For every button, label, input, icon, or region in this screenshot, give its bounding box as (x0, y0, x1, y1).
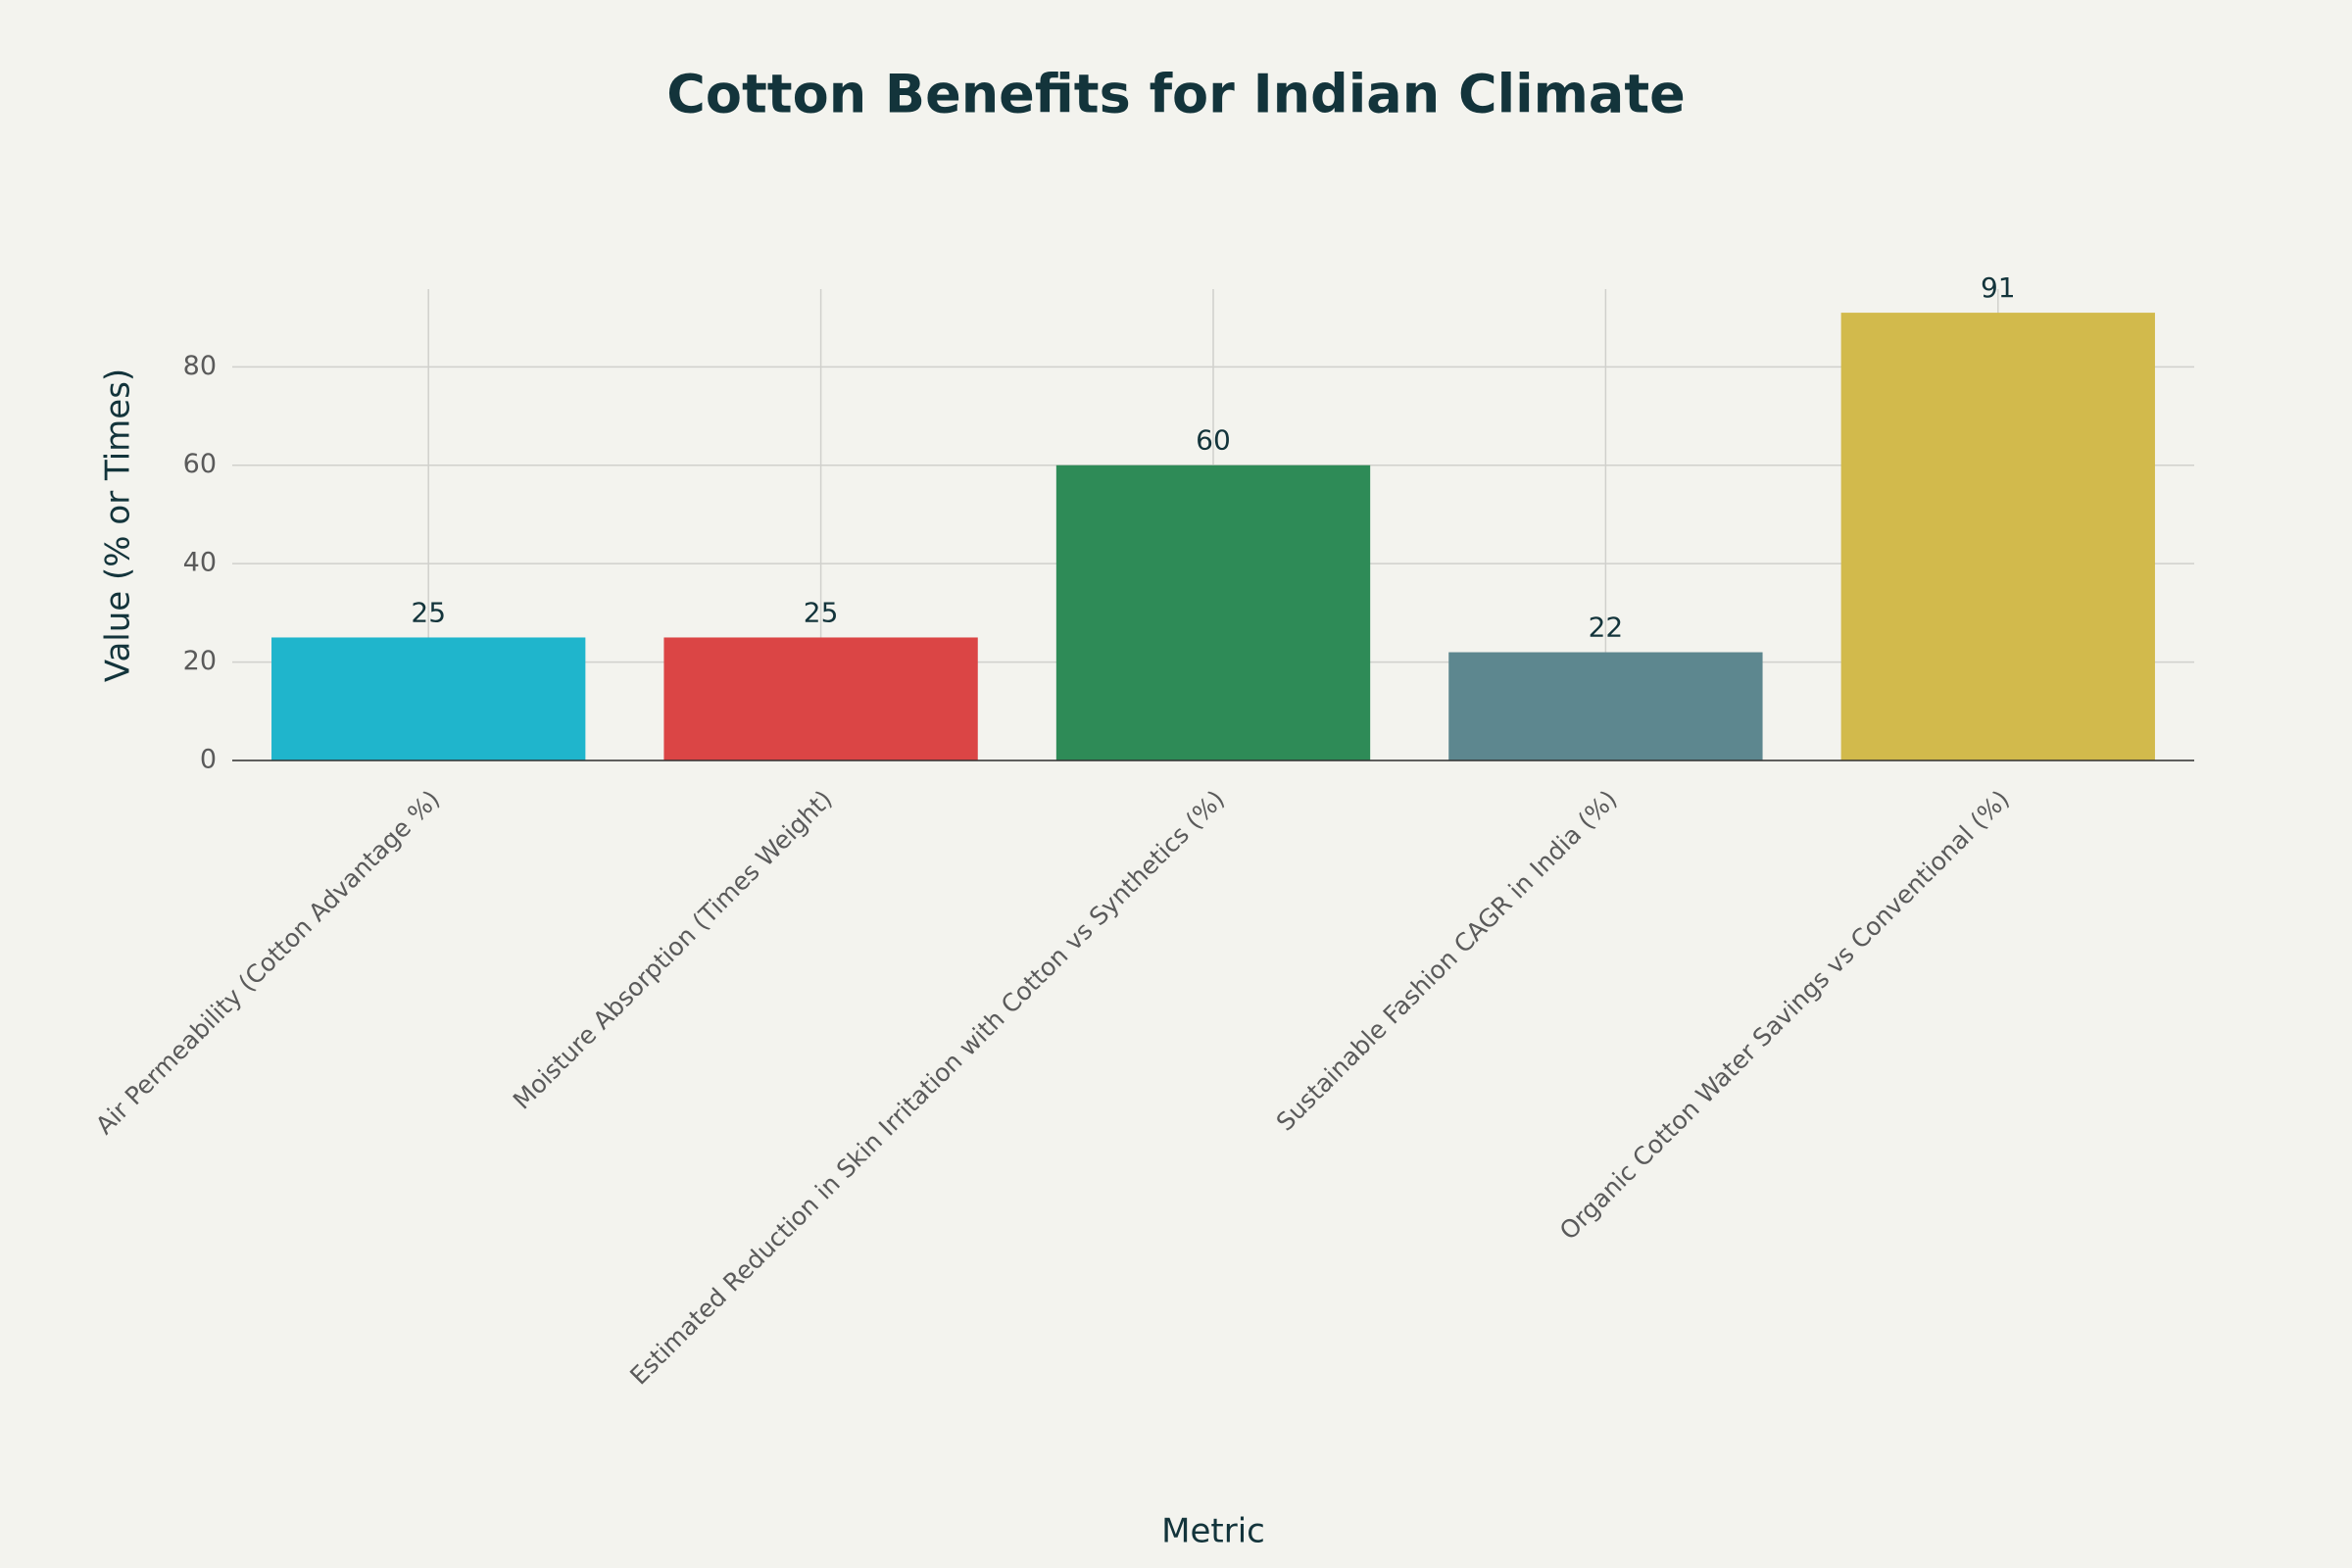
value-label: 25 (804, 596, 839, 628)
y-axis-title: Value (% or Times) (99, 368, 138, 682)
bar (1840, 313, 2155, 760)
value-label: 25 (411, 596, 446, 628)
bar (1055, 465, 1371, 760)
value-label: 91 (1981, 271, 2016, 304)
y-tick-label: 20 (183, 646, 217, 676)
value-label: 60 (1196, 424, 1231, 457)
bar (271, 637, 586, 760)
chart-title: Cotton Benefits for Indian Climate (666, 64, 1686, 125)
y-tick-label: 80 (183, 351, 217, 381)
y-tick-label: 0 (200, 745, 217, 775)
bar (663, 637, 978, 760)
y-tick-label: 40 (183, 548, 217, 578)
x-axis-title: Metric (1161, 1512, 1265, 1551)
y-tick-label: 60 (183, 449, 217, 479)
bar (1448, 652, 1763, 760)
value-label: 22 (1589, 612, 1624, 644)
